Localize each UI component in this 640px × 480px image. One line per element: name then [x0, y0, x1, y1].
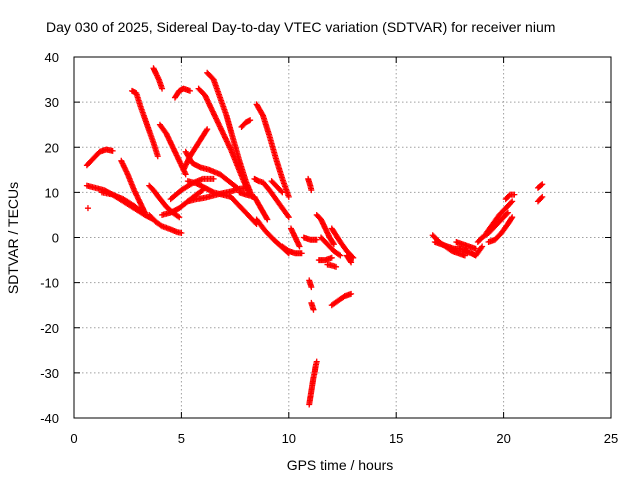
data-point — [154, 153, 161, 160]
data-point — [350, 254, 357, 261]
data-point — [503, 210, 510, 217]
data-point — [479, 243, 486, 250]
data-point — [247, 117, 254, 124]
y-tick-label: 40 — [45, 50, 59, 65]
data-point — [336, 251, 343, 258]
data-point — [508, 199, 515, 206]
data-point — [279, 189, 286, 196]
data-point — [296, 243, 303, 250]
data-point — [539, 181, 546, 188]
data-point — [509, 214, 516, 221]
data-point — [176, 214, 183, 221]
y-tick-label: -20 — [40, 321, 59, 336]
data-point — [298, 250, 305, 257]
data-point — [174, 213, 181, 220]
data-point — [264, 216, 271, 223]
data-point — [337, 252, 344, 259]
y-tick-label: -10 — [40, 276, 59, 291]
data-point — [348, 290, 355, 297]
y-tick-label: 10 — [45, 185, 59, 200]
y-axis-ticks: -40 -30 -20 -10 0 10 20 30 40 — [40, 50, 611, 426]
data-point — [141, 209, 148, 216]
data-point — [511, 191, 518, 198]
data-point — [508, 215, 515, 222]
data-point — [182, 171, 189, 178]
data-point — [348, 259, 355, 266]
x-axis-label: GPS time / hours — [287, 457, 394, 473]
data-point — [278, 188, 285, 195]
data-point — [310, 306, 317, 313]
data-point — [313, 236, 320, 243]
data-point — [203, 127, 210, 134]
data-point — [263, 215, 270, 222]
data-point — [313, 358, 320, 365]
data-point — [285, 193, 292, 200]
data-point — [284, 212, 291, 219]
data-point — [539, 193, 546, 200]
data-point — [308, 187, 315, 194]
y-tick-label: 0 — [52, 231, 59, 246]
data-point — [504, 209, 511, 216]
data-point — [198, 188, 205, 195]
data-point — [186, 87, 193, 94]
x-tick-label: 20 — [496, 431, 510, 446]
x-tick-label: 25 — [604, 431, 618, 446]
data-point — [109, 147, 116, 154]
x-tick-label: 0 — [70, 431, 77, 446]
data-point — [347, 258, 354, 265]
data-point — [259, 111, 266, 118]
data-point — [330, 240, 337, 247]
data-point — [333, 263, 340, 270]
data-point — [178, 229, 185, 236]
y-tick-label: -40 — [40, 411, 59, 426]
x-tick-label: 5 — [178, 431, 185, 446]
data-point — [328, 254, 335, 261]
data-point — [330, 241, 337, 248]
chart-title: Day 030 of 2025, Sidereal Day-to-day VTE… — [46, 19, 555, 35]
data-point — [538, 195, 545, 202]
data-point — [308, 284, 315, 291]
y-axis-label: SDTVAR / TECUs — [5, 182, 21, 294]
x-axis-ticks: 0 5 10 15 20 25 — [70, 57, 618, 446]
y-tick-label: -30 — [40, 366, 59, 381]
data-point — [538, 182, 545, 189]
x-tick-label: 15 — [389, 431, 403, 446]
x-tick-label: 10 — [282, 431, 296, 446]
y-tick-label: 20 — [45, 140, 59, 155]
y-tick-label: 30 — [45, 95, 59, 110]
data-point — [159, 85, 166, 92]
data-points — [83, 65, 546, 408]
data-point — [478, 244, 485, 251]
data-point — [285, 214, 292, 221]
data-point — [509, 198, 516, 205]
data-point — [204, 126, 211, 133]
data-point — [210, 175, 217, 182]
data-point — [84, 205, 91, 212]
grid — [74, 57, 611, 418]
